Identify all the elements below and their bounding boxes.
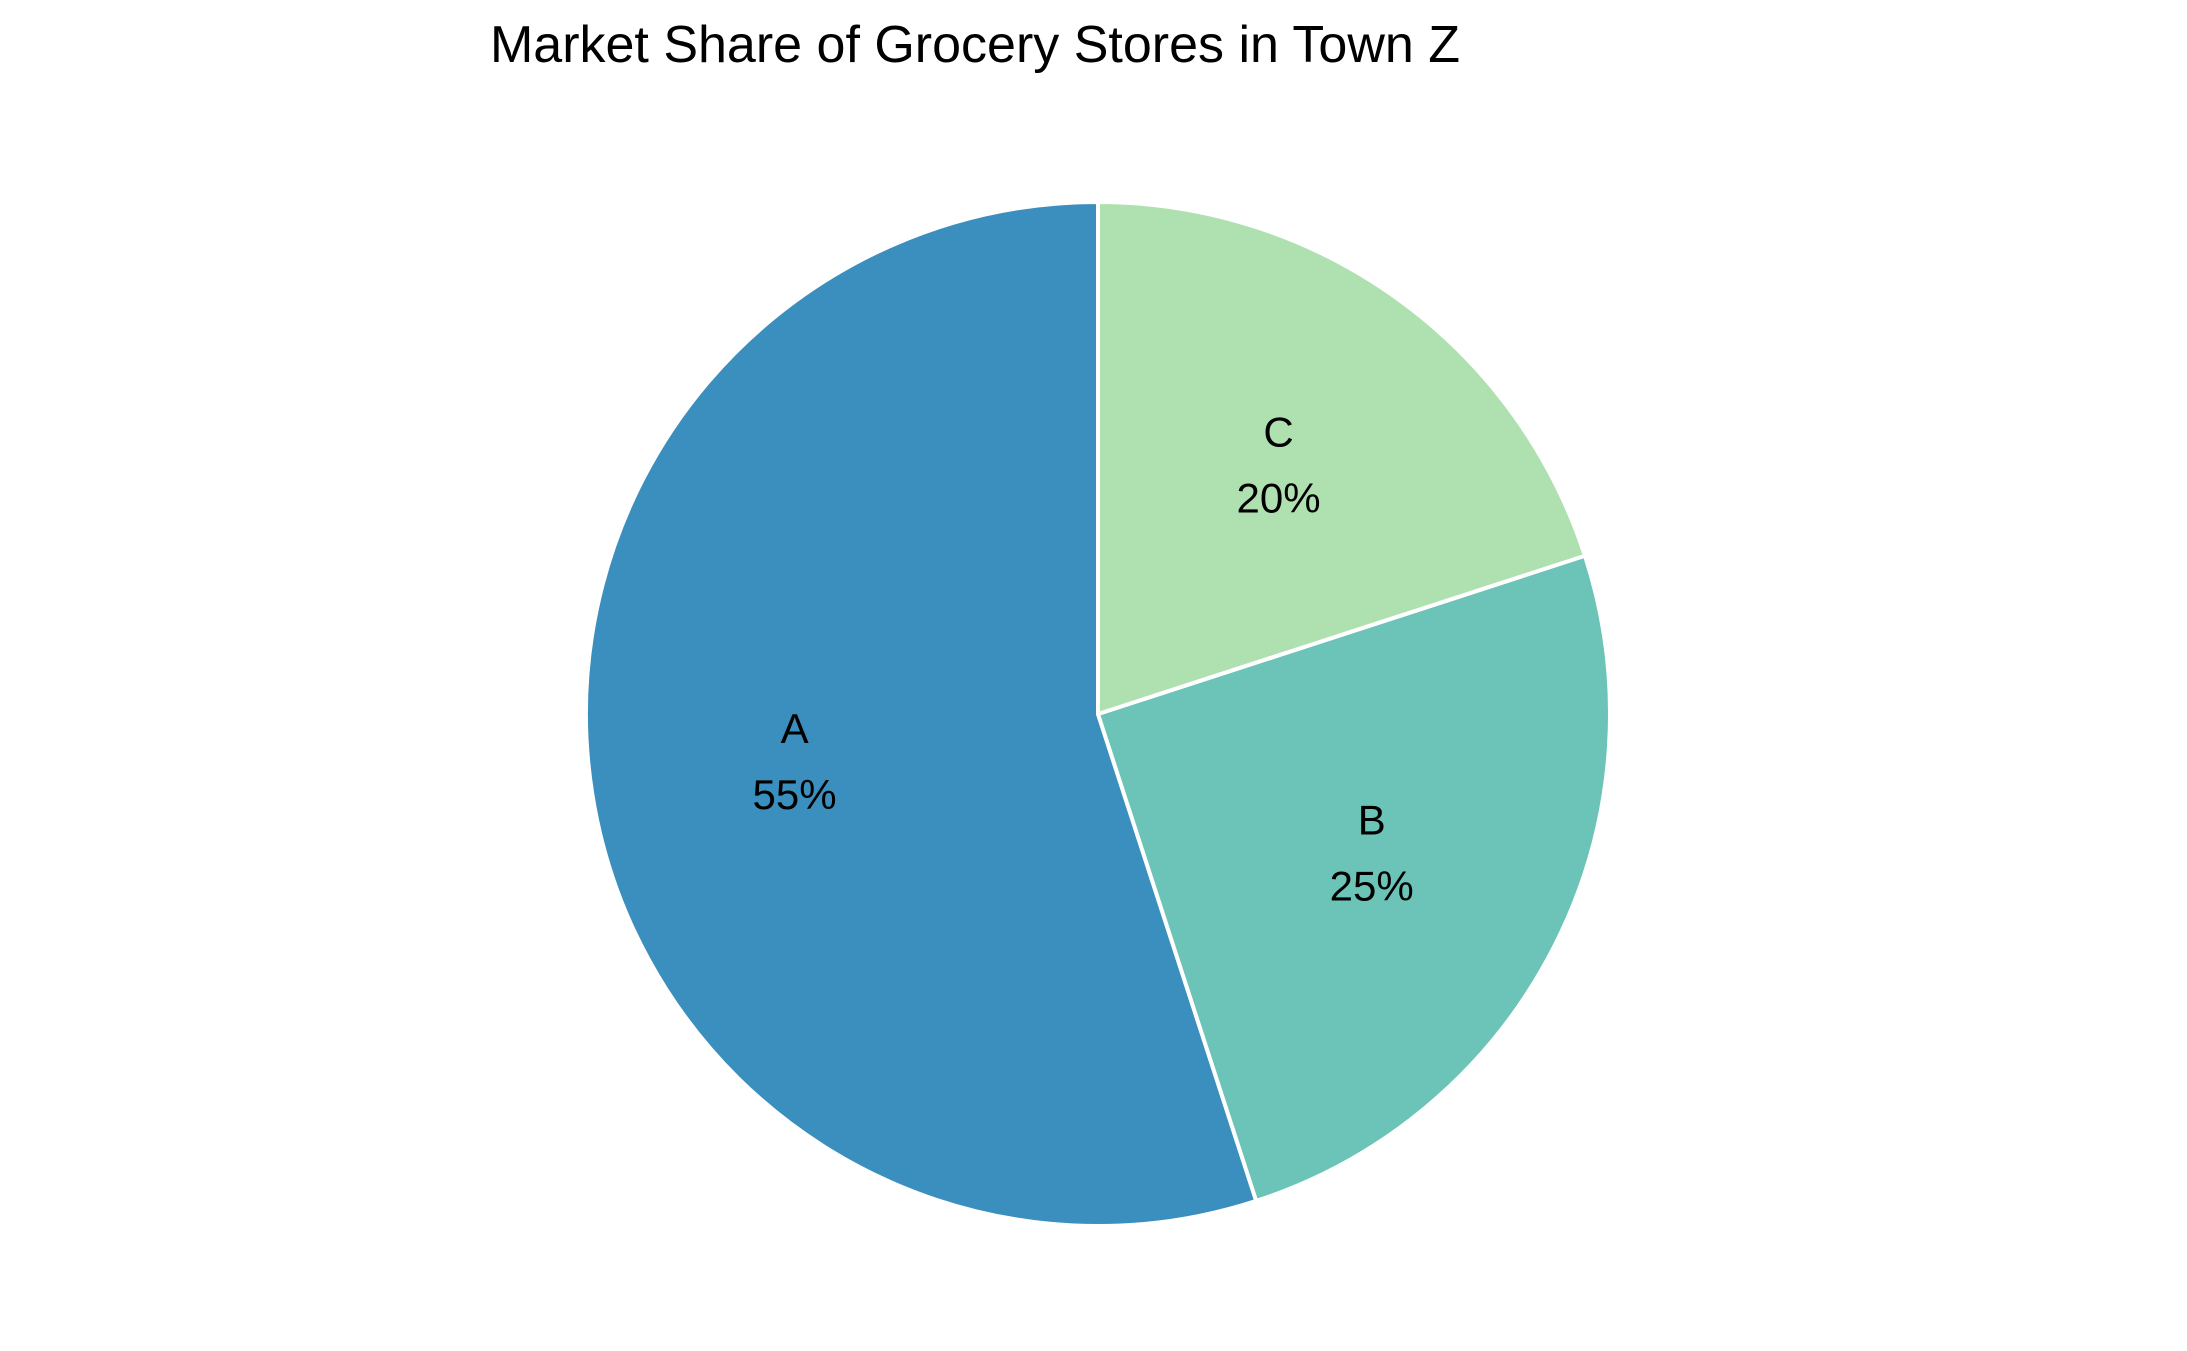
pie-slice-a	[584, 200, 1259, 1228]
pie-slice-b	[1096, 553, 1612, 1203]
slice-label-c: C	[1263, 408, 1293, 455]
chart-title: Market Share of Grocery Stores in Town Z	[490, 16, 1460, 74]
pie-labels: A 55% B 25% C 20%	[753, 408, 1414, 909]
pie-slices	[584, 200, 1612, 1228]
slice-percent-b: 25%	[1330, 862, 1414, 909]
pie-slice-c	[1096, 200, 1587, 716]
slice-label-b: B	[1358, 796, 1386, 843]
slice-percent-c: 20%	[1237, 474, 1321, 521]
slice-label-a: A	[781, 705, 809, 752]
slice-percent-a: 55%	[753, 771, 837, 818]
